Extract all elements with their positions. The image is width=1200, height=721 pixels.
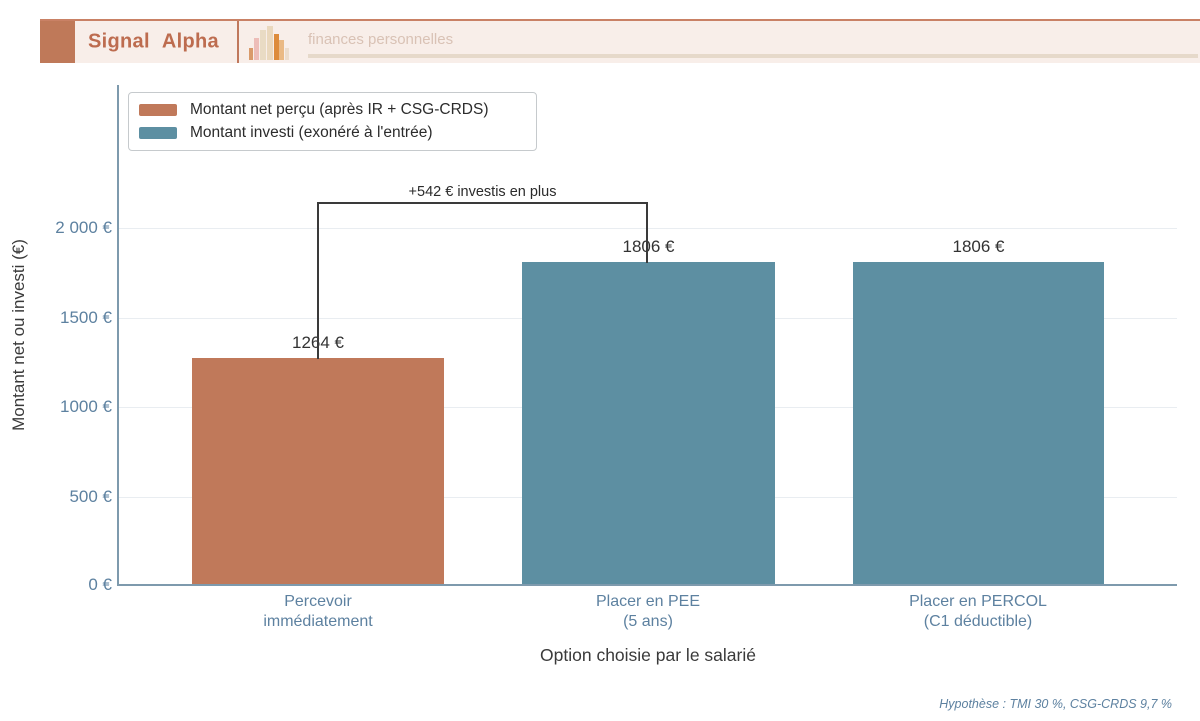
tagline-underline bbox=[308, 54, 1198, 58]
xtick-line: (5 ans) bbox=[623, 612, 673, 630]
xtick-line: Placer en PEE bbox=[595, 593, 701, 610]
xtick-percevoir: Percevoir immédiatement bbox=[168, 592, 468, 631]
bar-placer-en-percol bbox=[853, 262, 1104, 584]
xtick-line: (C1 déductible) bbox=[923, 612, 1033, 630]
ytick-1000: 1000 € bbox=[60, 397, 112, 416]
legend-swatch-teal bbox=[139, 127, 177, 139]
annotation-label: +542 € investis en plus bbox=[317, 182, 648, 202]
annotation-bracket-horizontal bbox=[317, 202, 648, 204]
x-axis-line bbox=[117, 584, 1177, 586]
bar-value-label: 1806 € bbox=[622, 237, 675, 256]
y-axis-line bbox=[117, 85, 119, 586]
gridline-2000 bbox=[119, 228, 1177, 229]
legend-item-net: Montant net perçu (après IR + CSG-CRDS) bbox=[139, 101, 526, 119]
xtick-line: immédiatement bbox=[263, 612, 373, 630]
chart-legend: Montant net perçu (après IR + CSG-CRDS) … bbox=[128, 92, 537, 151]
annotation-bracket-left-leg bbox=[317, 202, 319, 359]
xtick-line: Placer en PERCOL bbox=[909, 593, 1047, 610]
brand-title: Signal Alpha bbox=[88, 30, 219, 53]
ytick-500: 500 € bbox=[69, 487, 112, 506]
header-tagline: finances personnelles bbox=[308, 31, 454, 48]
ytick-2000: 2 000 € bbox=[55, 218, 112, 237]
x-axis-title: Option choisie par le salarié bbox=[540, 645, 756, 665]
legend-swatch-orange bbox=[139, 104, 177, 116]
bar-percevoir-immediatement bbox=[192, 358, 444, 584]
annotation-bracket-right-leg bbox=[646, 202, 648, 263]
bar-value-label: 1806 € bbox=[952, 237, 1005, 256]
legend-label: Montant investi (exonéré à l'entrée) bbox=[190, 124, 433, 141]
mini-bar-chart-icon bbox=[249, 26, 289, 60]
ytick-1500: 1500 € bbox=[60, 308, 112, 327]
ytick-0: 0 € bbox=[88, 575, 112, 594]
brand-logo-square bbox=[40, 21, 75, 63]
header-bar: Signal Alpha finances personnelles bbox=[40, 19, 1200, 63]
xtick-line: Percevoir bbox=[284, 593, 352, 610]
legend-label: Montant net perçu (après IR + CSG-CRDS) bbox=[190, 101, 489, 118]
header-divider bbox=[237, 21, 239, 63]
hypothesis-footnote: Hypothèse : TMI 30 %, CSG-CRDS 9,7 % bbox=[939, 697, 1172, 711]
xtick-pee: Placer en PEE (5 ans) bbox=[498, 592, 798, 631]
bar-placer-en-pee bbox=[522, 262, 775, 584]
xtick-percol: Placer en PERCOL (C1 déductible) bbox=[828, 592, 1128, 631]
legend-item-investi: Montant investi (exonéré à l'entrée) bbox=[139, 124, 526, 142]
